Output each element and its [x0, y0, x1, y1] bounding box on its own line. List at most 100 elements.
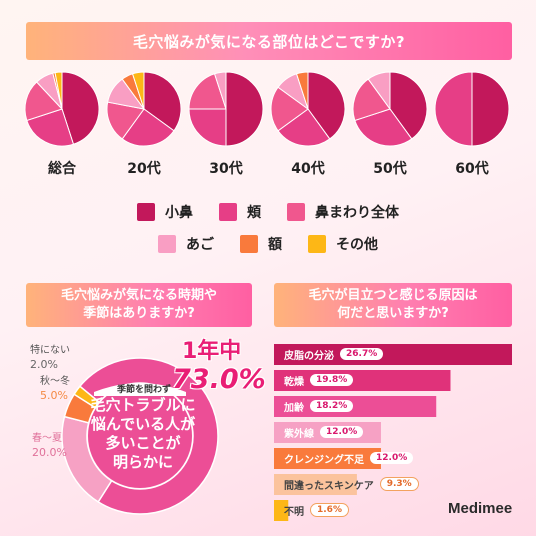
bar — [274, 500, 289, 521]
legend-label: あご — [186, 237, 214, 253]
pie-label-all: 総合 — [48, 161, 76, 177]
bar-category: 皮脂の分泌 — [284, 350, 334, 362]
pie-slice — [54, 71, 63, 110]
donut-label-name: 春～夏 — [32, 433, 62, 444]
bar-category: 乾燥 — [284, 376, 304, 388]
donut-subtitle-line: 毛穴悩みが気になる時期や — [60, 288, 217, 303]
bars-subtitle-line: 毛穴が目立つと感じる原因は — [308, 288, 478, 303]
pie-slice — [389, 71, 428, 140]
bar — [274, 344, 512, 365]
legend-row-2: あご 額 その他 — [0, 234, 536, 254]
donut-slice — [73, 385, 101, 409]
donut-label-autumn-winter: 秋～冬 5.0% — [40, 375, 70, 403]
pie-label-40s: 40代 — [291, 161, 325, 177]
pie-slice — [367, 71, 391, 111]
pie-slice — [295, 71, 309, 110]
pie-slice — [106, 101, 145, 140]
legend-label: 頬 — [247, 205, 261, 221]
pie-slice — [131, 71, 145, 110]
pie-slice — [24, 81, 63, 122]
donut-subtitle-banner: 毛穴悩みが気になる時期や 季節はありますか? — [26, 283, 252, 327]
bar-label: 乾燥 19.8% — [284, 372, 354, 388]
pie-slice — [277, 108, 331, 147]
legend-label: 額 — [268, 237, 282, 253]
donut-center-line: 多いことが — [105, 434, 181, 452]
bar-label: 加齢 18.2% — [284, 398, 354, 414]
donut-subtitle-line: 季節はありますか? — [83, 306, 195, 321]
pie-label-50s: 50代 — [373, 161, 407, 177]
pie-slice — [61, 71, 100, 145]
donut-center-line: 毛穴トラブルに — [90, 396, 196, 414]
pie-slice — [225, 71, 264, 147]
donut-label-name: 特にない — [30, 345, 70, 356]
bar-category: 間違ったスキンケア — [284, 480, 374, 492]
pie-slice — [188, 73, 227, 110]
donut-headline: 1年中 — [182, 339, 242, 364]
donut-center-note: 季節を問わず — [116, 385, 171, 395]
bar-label: 間違ったスキンケア 9.3% — [284, 476, 419, 492]
bars-subtitle-line: 何だと思いますか? — [337, 306, 449, 321]
donut-center-line: 悩んでいる人が — [90, 415, 196, 433]
legend-item-chin: あご — [158, 234, 214, 254]
bar-category: 不明 — [284, 506, 304, 518]
pie-slice — [354, 108, 413, 147]
pie-slice — [352, 78, 391, 122]
pie-slice — [307, 71, 346, 140]
legend-label: 鼻まわり全体 — [315, 205, 399, 221]
donut-center — [88, 384, 192, 488]
bar-category: 紫外線 — [284, 428, 314, 440]
bar-value: 1.6% — [310, 503, 349, 517]
pie-slice — [188, 108, 227, 147]
bar-category: クレンジング不足 — [284, 454, 364, 466]
legend-swatch — [308, 235, 326, 253]
pie-label-60s: 60代 — [455, 161, 489, 177]
donut-label-value: 2.0% — [30, 358, 58, 371]
bar-value: 9.3% — [379, 477, 419, 491]
legend-item-cheek: 頬 — [219, 202, 261, 222]
bar — [274, 448, 381, 469]
legend-item-forehead: 額 — [240, 234, 282, 254]
legend-swatch — [287, 203, 305, 221]
donut-label-none: 特にない 2.0% — [30, 344, 70, 372]
pie-slice — [471, 71, 510, 147]
pie-label-20s: 20代 — [127, 161, 161, 177]
donut-headline-value: 73.0% — [172, 364, 266, 395]
pie-label-30s: 30代 — [209, 161, 243, 177]
bar-label: 紫外線 12.0% — [284, 424, 364, 440]
bar-label: 皮脂の分泌 26.7% — [284, 346, 384, 362]
bar-value: 26.7% — [340, 348, 384, 360]
legend-item-around-nose: 鼻まわり全体 — [287, 202, 399, 222]
legend-item-other: その他 — [308, 234, 378, 254]
bar-category: 加齢 — [284, 402, 304, 414]
pie-slice — [26, 108, 75, 147]
bar-label: クレンジング不足 12.0% — [284, 450, 414, 466]
bar-value: 19.8% — [310, 374, 354, 386]
donut-label-spring-summer: 春～夏 20.0% — [32, 432, 67, 460]
legend-swatch — [137, 203, 155, 221]
legend-row-1: 小鼻 頬 鼻まわり全体 — [0, 202, 536, 222]
legend-item-nose: 小鼻 — [137, 202, 193, 222]
chart-title: 毛穴悩みが気になる部位はどこですか? — [132, 32, 406, 51]
bar-value: 18.2% — [310, 400, 354, 412]
donut-center-note-bg — [94, 383, 186, 396]
donut-label-value: 20.0% — [32, 446, 67, 459]
brand-logo: Medimee — [448, 500, 513, 517]
legend-label: その他 — [336, 237, 378, 253]
pie-slice — [143, 71, 182, 132]
donut-label-name: 秋～冬 — [40, 376, 70, 387]
legend-label: 小鼻 — [165, 205, 193, 221]
title-banner: 毛穴悩みが気になる部位はどこですか? — [26, 22, 512, 60]
legend-swatch — [240, 235, 258, 253]
bars-subtitle-banner: 毛穴が目立つと感じる原因は 何だと思いますか? — [274, 283, 512, 327]
pie-slice — [121, 108, 175, 147]
bar-value: 12.0% — [370, 452, 414, 464]
bar-value: 12.0% — [320, 426, 364, 438]
pie-slice — [213, 71, 227, 110]
bar-label: 不明 1.6% — [284, 502, 349, 518]
pie-slice — [270, 86, 309, 132]
pie-slice — [434, 71, 473, 147]
donut-center-message: 毛穴トラブルに 悩んでいる人が 多いことが 明らかに — [90, 396, 196, 472]
